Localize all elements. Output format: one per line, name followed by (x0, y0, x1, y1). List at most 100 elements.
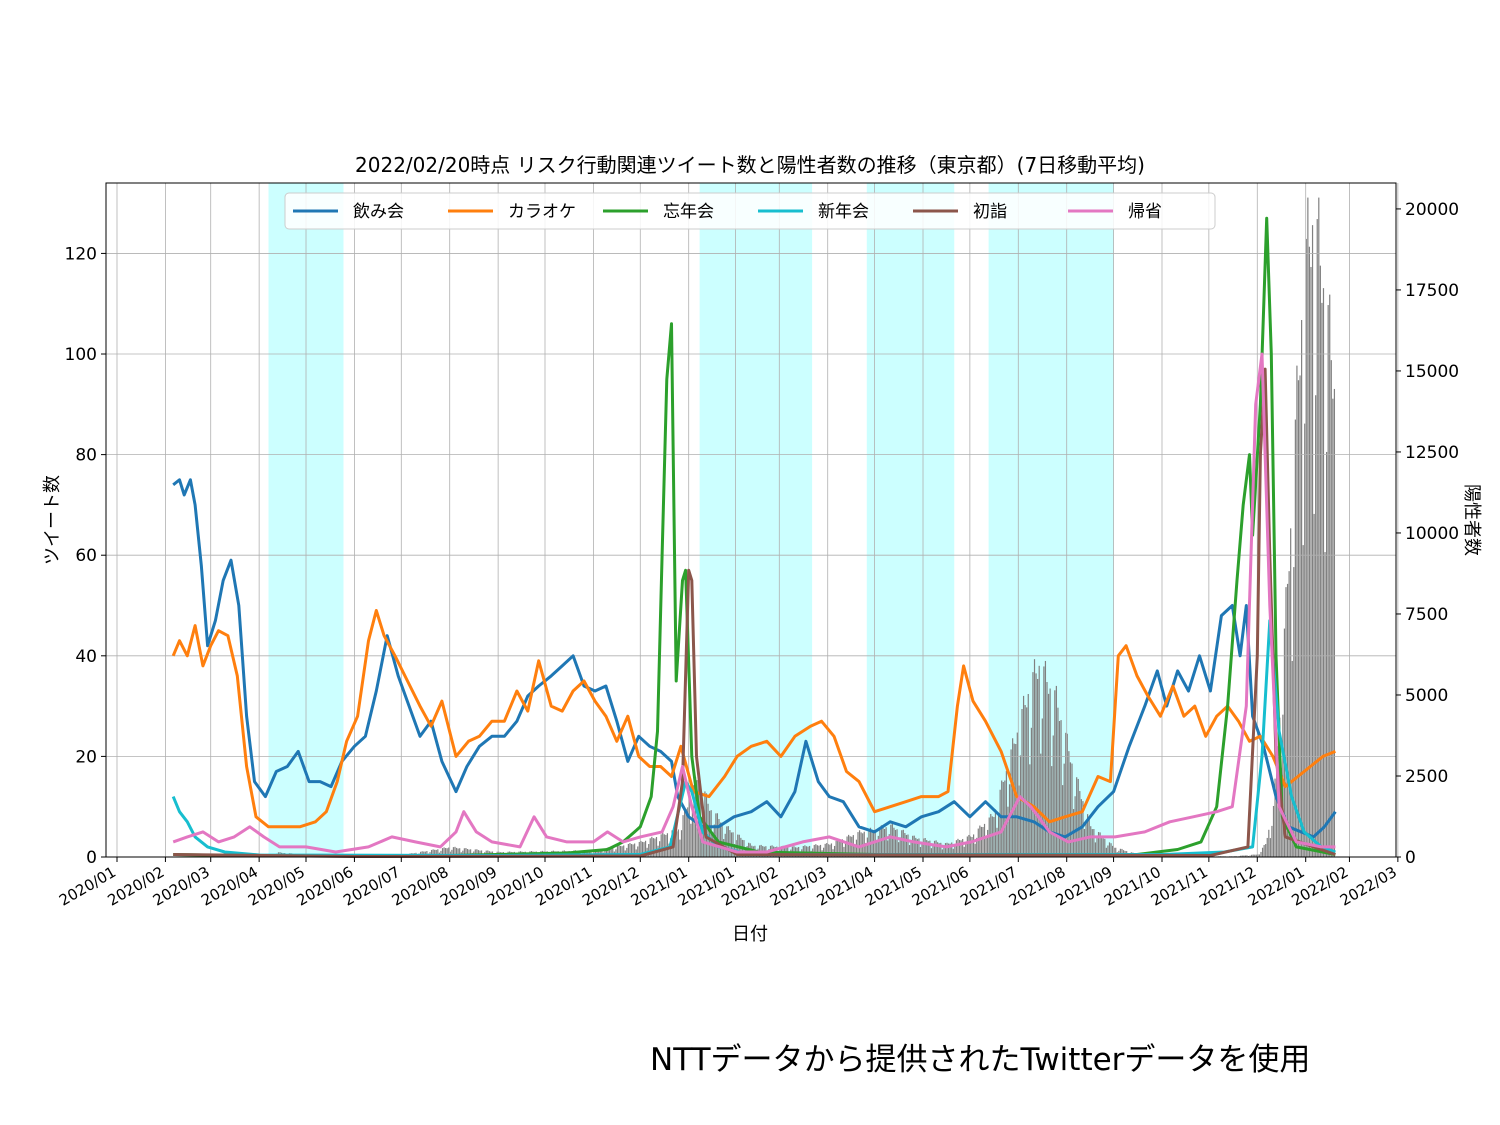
positive-bar (441, 848, 444, 857)
positive-bar (1071, 763, 1073, 857)
positive-bar (873, 831, 875, 857)
positive-bar (1302, 545, 1304, 857)
positive-bar (890, 824, 892, 857)
highlight-period-3 (866, 183, 955, 857)
x-axis-label: 日付 (732, 924, 768, 945)
y2-tick-label: 17500 (1405, 281, 1459, 301)
positive-bar (687, 807, 689, 857)
positive-bar (1043, 666, 1045, 857)
positive-bar (1121, 848, 1123, 857)
positive-bar (940, 842, 942, 857)
positive-bar (876, 841, 878, 857)
positive-bar (1108, 842, 1111, 857)
positive-bar (1246, 855, 1248, 857)
positive-bar (898, 842, 900, 857)
positive-bar (1254, 854, 1256, 857)
positive-bar (924, 837, 926, 857)
positive-bar (857, 832, 859, 857)
positive-bar (899, 837, 901, 857)
positive-bar (1301, 320, 1303, 857)
positive-bar (855, 839, 858, 857)
positive-bar (962, 838, 964, 857)
positive-bar (1257, 854, 1259, 857)
positive-bar (1069, 762, 1072, 857)
positive-bar (824, 843, 826, 857)
positive-bar (841, 839, 843, 857)
positive-bar (1001, 780, 1003, 857)
positive-bar (615, 849, 617, 857)
positive-bar (688, 800, 690, 857)
positive-bar (915, 837, 917, 857)
y2-tick-label: 20000 (1405, 200, 1459, 220)
legend-label-忘年会: 忘年会 (663, 202, 714, 222)
y2-tick-label: 15000 (1405, 362, 1459, 382)
positive-bar (819, 844, 822, 857)
positive-bar (682, 815, 684, 857)
positive-bar (1241, 855, 1243, 857)
positive-bar (627, 843, 629, 857)
positive-bar (1085, 822, 1087, 857)
positive-bar (1326, 451, 1328, 857)
positive-bar (951, 842, 953, 857)
positive-bar (1112, 845, 1114, 857)
positive-bar (1102, 838, 1104, 857)
positive-bar (858, 830, 861, 857)
positive-bar (913, 835, 915, 857)
positive-bar (901, 830, 903, 857)
positive-bar (619, 845, 622, 857)
y-tick-label: 0 (86, 848, 97, 868)
positive-bar (902, 829, 904, 857)
positive-bar (1271, 825, 1273, 857)
positive-bar (1261, 847, 1264, 857)
positive-bar (1288, 571, 1290, 857)
positive-bar (865, 842, 867, 857)
positive-bar (952, 848, 954, 857)
positive-bar (666, 833, 669, 857)
y-tick-label: 120 (65, 244, 97, 264)
positive-bar (665, 834, 667, 857)
positive-bar (877, 835, 879, 857)
positive-bar (1110, 843, 1112, 857)
positive-bar (1266, 837, 1268, 857)
positive-bar (735, 840, 737, 857)
positive-bar (454, 846, 456, 857)
positive-bar (1008, 784, 1011, 857)
positive-bar (974, 843, 976, 857)
positive-bar (652, 838, 654, 857)
positive-bar (1316, 219, 1318, 857)
positive-bar (623, 845, 625, 857)
positive-bar (910, 841, 912, 857)
positive-bar (1077, 778, 1079, 857)
positive-bar (1276, 763, 1278, 857)
positive-bar (446, 848, 448, 857)
y-tick-label: 80 (75, 446, 97, 466)
positive-bar (1096, 838, 1098, 857)
positive-bar (976, 837, 978, 857)
positive-bar (676, 831, 678, 857)
positive-bar (1051, 766, 1053, 857)
positive-bar (969, 836, 972, 857)
positive-bar (1065, 732, 1067, 857)
legend: 飲み会 カラオケ 忘年会 新年会 初詣 帰省 (284, 192, 1216, 230)
positive-bar (1058, 721, 1061, 857)
positive-bar (465, 848, 467, 857)
positive-bar (470, 849, 472, 857)
positive-bar (1046, 682, 1048, 857)
positive-bar (972, 834, 975, 857)
positive-bar (1029, 764, 1031, 857)
positive-bar (1260, 851, 1262, 857)
positive-bar (716, 813, 719, 857)
positive-bar (1274, 778, 1276, 857)
y-tick-label: 60 (75, 546, 97, 566)
series-line-帰省 (172, 352, 1336, 854)
positive-bar (885, 827, 887, 857)
positive-bar (949, 843, 951, 857)
positive-bar (1091, 829, 1093, 857)
positive-bar (626, 847, 628, 857)
positive-bar (933, 840, 936, 857)
positive-bar (618, 845, 620, 857)
positive-bar (648, 844, 650, 857)
positive-bar (1049, 688, 1051, 857)
positive-bar (1252, 854, 1254, 857)
positive-bar (1272, 805, 1275, 857)
